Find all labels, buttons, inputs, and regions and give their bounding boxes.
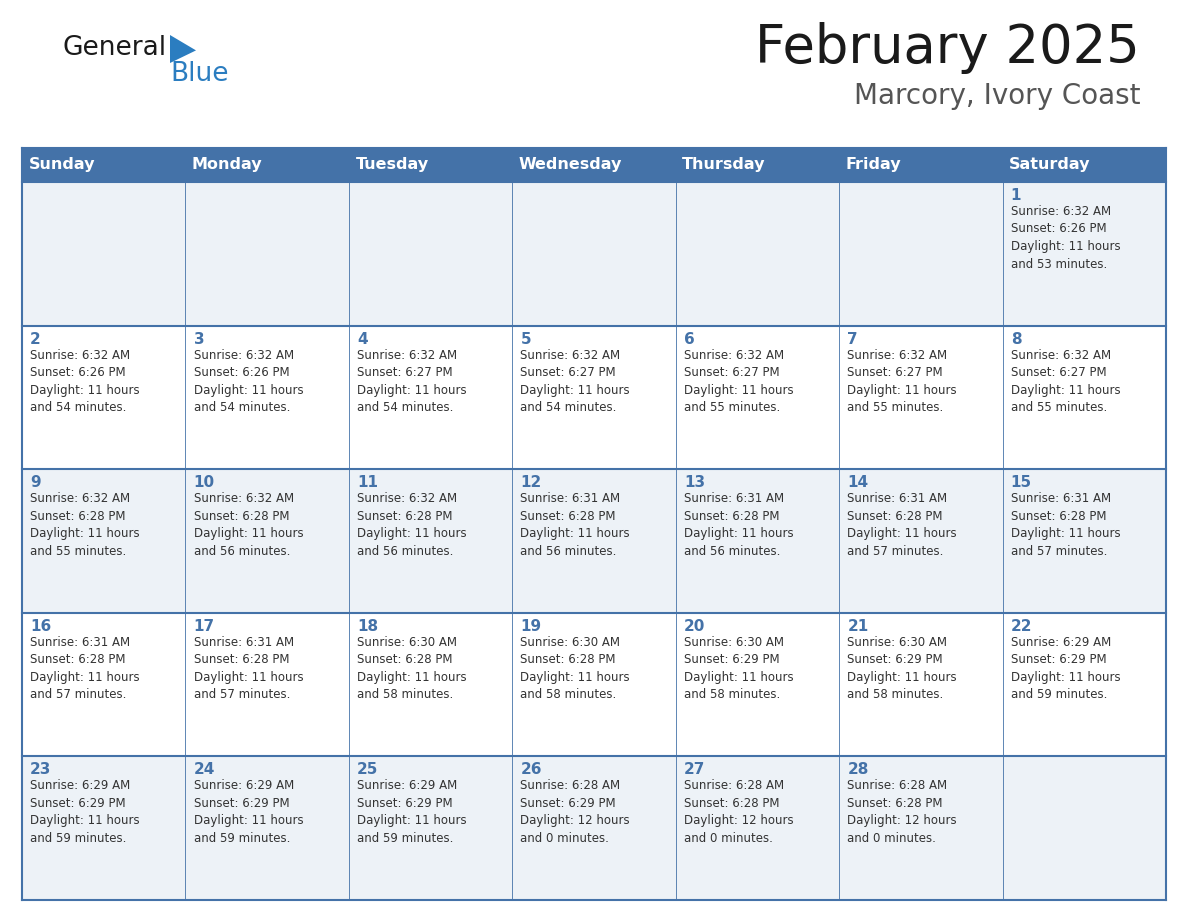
Text: Marcory, Ivory Coast: Marcory, Ivory Coast (853, 82, 1140, 110)
Text: Sunrise: 6:32 AM
Sunset: 6:28 PM
Daylight: 11 hours
and 55 minutes.: Sunrise: 6:32 AM Sunset: 6:28 PM Dayligh… (30, 492, 140, 558)
Text: 15: 15 (1011, 476, 1032, 490)
Polygon shape (170, 35, 196, 63)
Text: 4: 4 (358, 331, 367, 347)
Text: Wednesday: Wednesday (519, 158, 623, 173)
Text: 11: 11 (358, 476, 378, 490)
Text: Sunrise: 6:28 AM
Sunset: 6:29 PM
Daylight: 12 hours
and 0 minutes.: Sunrise: 6:28 AM Sunset: 6:29 PM Dayligh… (520, 779, 630, 845)
Text: Blue: Blue (170, 61, 228, 87)
Text: 17: 17 (194, 619, 215, 633)
Text: Sunrise: 6:30 AM
Sunset: 6:29 PM
Daylight: 11 hours
and 58 minutes.: Sunrise: 6:30 AM Sunset: 6:29 PM Dayligh… (847, 636, 958, 701)
Text: Sunrise: 6:32 AM
Sunset: 6:27 PM
Daylight: 11 hours
and 55 minutes.: Sunrise: 6:32 AM Sunset: 6:27 PM Dayligh… (847, 349, 958, 414)
Text: 9: 9 (30, 476, 40, 490)
Text: 20: 20 (684, 619, 706, 633)
Text: 26: 26 (520, 763, 542, 778)
Text: Sunrise: 6:32 AM
Sunset: 6:27 PM
Daylight: 11 hours
and 54 minutes.: Sunrise: 6:32 AM Sunset: 6:27 PM Dayligh… (520, 349, 630, 414)
Text: Sunrise: 6:29 AM
Sunset: 6:29 PM
Daylight: 11 hours
and 59 minutes.: Sunrise: 6:29 AM Sunset: 6:29 PM Dayligh… (1011, 636, 1120, 701)
Text: Sunrise: 6:32 AM
Sunset: 6:27 PM
Daylight: 11 hours
and 55 minutes.: Sunrise: 6:32 AM Sunset: 6:27 PM Dayligh… (684, 349, 794, 414)
Bar (23, 756, 1165, 900)
Bar (23, 182, 1165, 326)
Text: 2: 2 (30, 331, 40, 347)
Text: 22: 22 (1011, 619, 1032, 633)
Text: Sunrise: 6:30 AM
Sunset: 6:29 PM
Daylight: 11 hours
and 58 minutes.: Sunrise: 6:30 AM Sunset: 6:29 PM Dayligh… (684, 636, 794, 701)
Text: Sunrise: 6:32 AM
Sunset: 6:26 PM
Daylight: 11 hours
and 54 minutes.: Sunrise: 6:32 AM Sunset: 6:26 PM Dayligh… (30, 349, 140, 414)
Text: 19: 19 (520, 619, 542, 633)
Text: 6: 6 (684, 331, 695, 347)
Text: Tuesday: Tuesday (355, 158, 429, 173)
Text: General: General (62, 35, 166, 61)
Text: Saturday: Saturday (1009, 158, 1091, 173)
Text: Sunrise: 6:32 AM
Sunset: 6:26 PM
Daylight: 11 hours
and 53 minutes.: Sunrise: 6:32 AM Sunset: 6:26 PM Dayligh… (1011, 205, 1120, 271)
Text: 16: 16 (30, 619, 51, 633)
Text: Sunrise: 6:32 AM
Sunset: 6:26 PM
Daylight: 11 hours
and 54 minutes.: Sunrise: 6:32 AM Sunset: 6:26 PM Dayligh… (194, 349, 303, 414)
Bar (23, 613, 1165, 756)
Text: Sunrise: 6:31 AM
Sunset: 6:28 PM
Daylight: 11 hours
and 57 minutes.: Sunrise: 6:31 AM Sunset: 6:28 PM Dayligh… (1011, 492, 1120, 558)
Text: 28: 28 (847, 763, 868, 778)
Text: Sunrise: 6:32 AM
Sunset: 6:27 PM
Daylight: 11 hours
and 54 minutes.: Sunrise: 6:32 AM Sunset: 6:27 PM Dayligh… (358, 349, 467, 414)
Text: 13: 13 (684, 476, 704, 490)
Text: 10: 10 (194, 476, 215, 490)
Text: 23: 23 (30, 763, 51, 778)
Bar (23, 469, 1165, 613)
Text: Thursday: Thursday (682, 158, 766, 173)
Text: Friday: Friday (846, 158, 902, 173)
Text: 5: 5 (520, 331, 531, 347)
Text: Sunrise: 6:31 AM
Sunset: 6:28 PM
Daylight: 11 hours
and 57 minutes.: Sunrise: 6:31 AM Sunset: 6:28 PM Dayligh… (30, 636, 140, 701)
Bar (23, 148, 1165, 182)
Text: Sunrise: 6:31 AM
Sunset: 6:28 PM
Daylight: 11 hours
and 56 minutes.: Sunrise: 6:31 AM Sunset: 6:28 PM Dayligh… (684, 492, 794, 558)
Text: 12: 12 (520, 476, 542, 490)
Text: Sunrise: 6:28 AM
Sunset: 6:28 PM
Daylight: 12 hours
and 0 minutes.: Sunrise: 6:28 AM Sunset: 6:28 PM Dayligh… (847, 779, 958, 845)
Text: Sunrise: 6:29 AM
Sunset: 6:29 PM
Daylight: 11 hours
and 59 minutes.: Sunrise: 6:29 AM Sunset: 6:29 PM Dayligh… (358, 779, 467, 845)
Text: 14: 14 (847, 476, 868, 490)
Text: 18: 18 (358, 619, 378, 633)
Text: Sunday: Sunday (29, 158, 95, 173)
Text: Sunrise: 6:29 AM
Sunset: 6:29 PM
Daylight: 11 hours
and 59 minutes.: Sunrise: 6:29 AM Sunset: 6:29 PM Dayligh… (30, 779, 140, 845)
Text: 21: 21 (847, 619, 868, 633)
Bar (23, 326, 1165, 469)
Text: 7: 7 (847, 331, 858, 347)
Text: Sunrise: 6:30 AM
Sunset: 6:28 PM
Daylight: 11 hours
and 58 minutes.: Sunrise: 6:30 AM Sunset: 6:28 PM Dayligh… (358, 636, 467, 701)
Text: Sunrise: 6:32 AM
Sunset: 6:28 PM
Daylight: 11 hours
and 56 minutes.: Sunrise: 6:32 AM Sunset: 6:28 PM Dayligh… (358, 492, 467, 558)
Text: Sunrise: 6:30 AM
Sunset: 6:28 PM
Daylight: 11 hours
and 58 minutes.: Sunrise: 6:30 AM Sunset: 6:28 PM Dayligh… (520, 636, 630, 701)
Text: Sunrise: 6:31 AM
Sunset: 6:28 PM
Daylight: 11 hours
and 56 minutes.: Sunrise: 6:31 AM Sunset: 6:28 PM Dayligh… (520, 492, 630, 558)
Text: 24: 24 (194, 763, 215, 778)
Text: 25: 25 (358, 763, 379, 778)
Text: Sunrise: 6:31 AM
Sunset: 6:28 PM
Daylight: 11 hours
and 57 minutes.: Sunrise: 6:31 AM Sunset: 6:28 PM Dayligh… (847, 492, 958, 558)
Text: 8: 8 (1011, 331, 1022, 347)
Text: Sunrise: 6:28 AM
Sunset: 6:28 PM
Daylight: 12 hours
and 0 minutes.: Sunrise: 6:28 AM Sunset: 6:28 PM Dayligh… (684, 779, 794, 845)
Text: Sunrise: 6:29 AM
Sunset: 6:29 PM
Daylight: 11 hours
and 59 minutes.: Sunrise: 6:29 AM Sunset: 6:29 PM Dayligh… (194, 779, 303, 845)
Text: Sunrise: 6:32 AM
Sunset: 6:28 PM
Daylight: 11 hours
and 56 minutes.: Sunrise: 6:32 AM Sunset: 6:28 PM Dayligh… (194, 492, 303, 558)
Text: Sunrise: 6:32 AM
Sunset: 6:27 PM
Daylight: 11 hours
and 55 minutes.: Sunrise: 6:32 AM Sunset: 6:27 PM Dayligh… (1011, 349, 1120, 414)
Text: Sunrise: 6:31 AM
Sunset: 6:28 PM
Daylight: 11 hours
and 57 minutes.: Sunrise: 6:31 AM Sunset: 6:28 PM Dayligh… (194, 636, 303, 701)
Text: 27: 27 (684, 763, 706, 778)
Text: February 2025: February 2025 (756, 22, 1140, 74)
Text: 3: 3 (194, 331, 204, 347)
Text: 1: 1 (1011, 188, 1022, 203)
Text: Monday: Monday (192, 158, 263, 173)
